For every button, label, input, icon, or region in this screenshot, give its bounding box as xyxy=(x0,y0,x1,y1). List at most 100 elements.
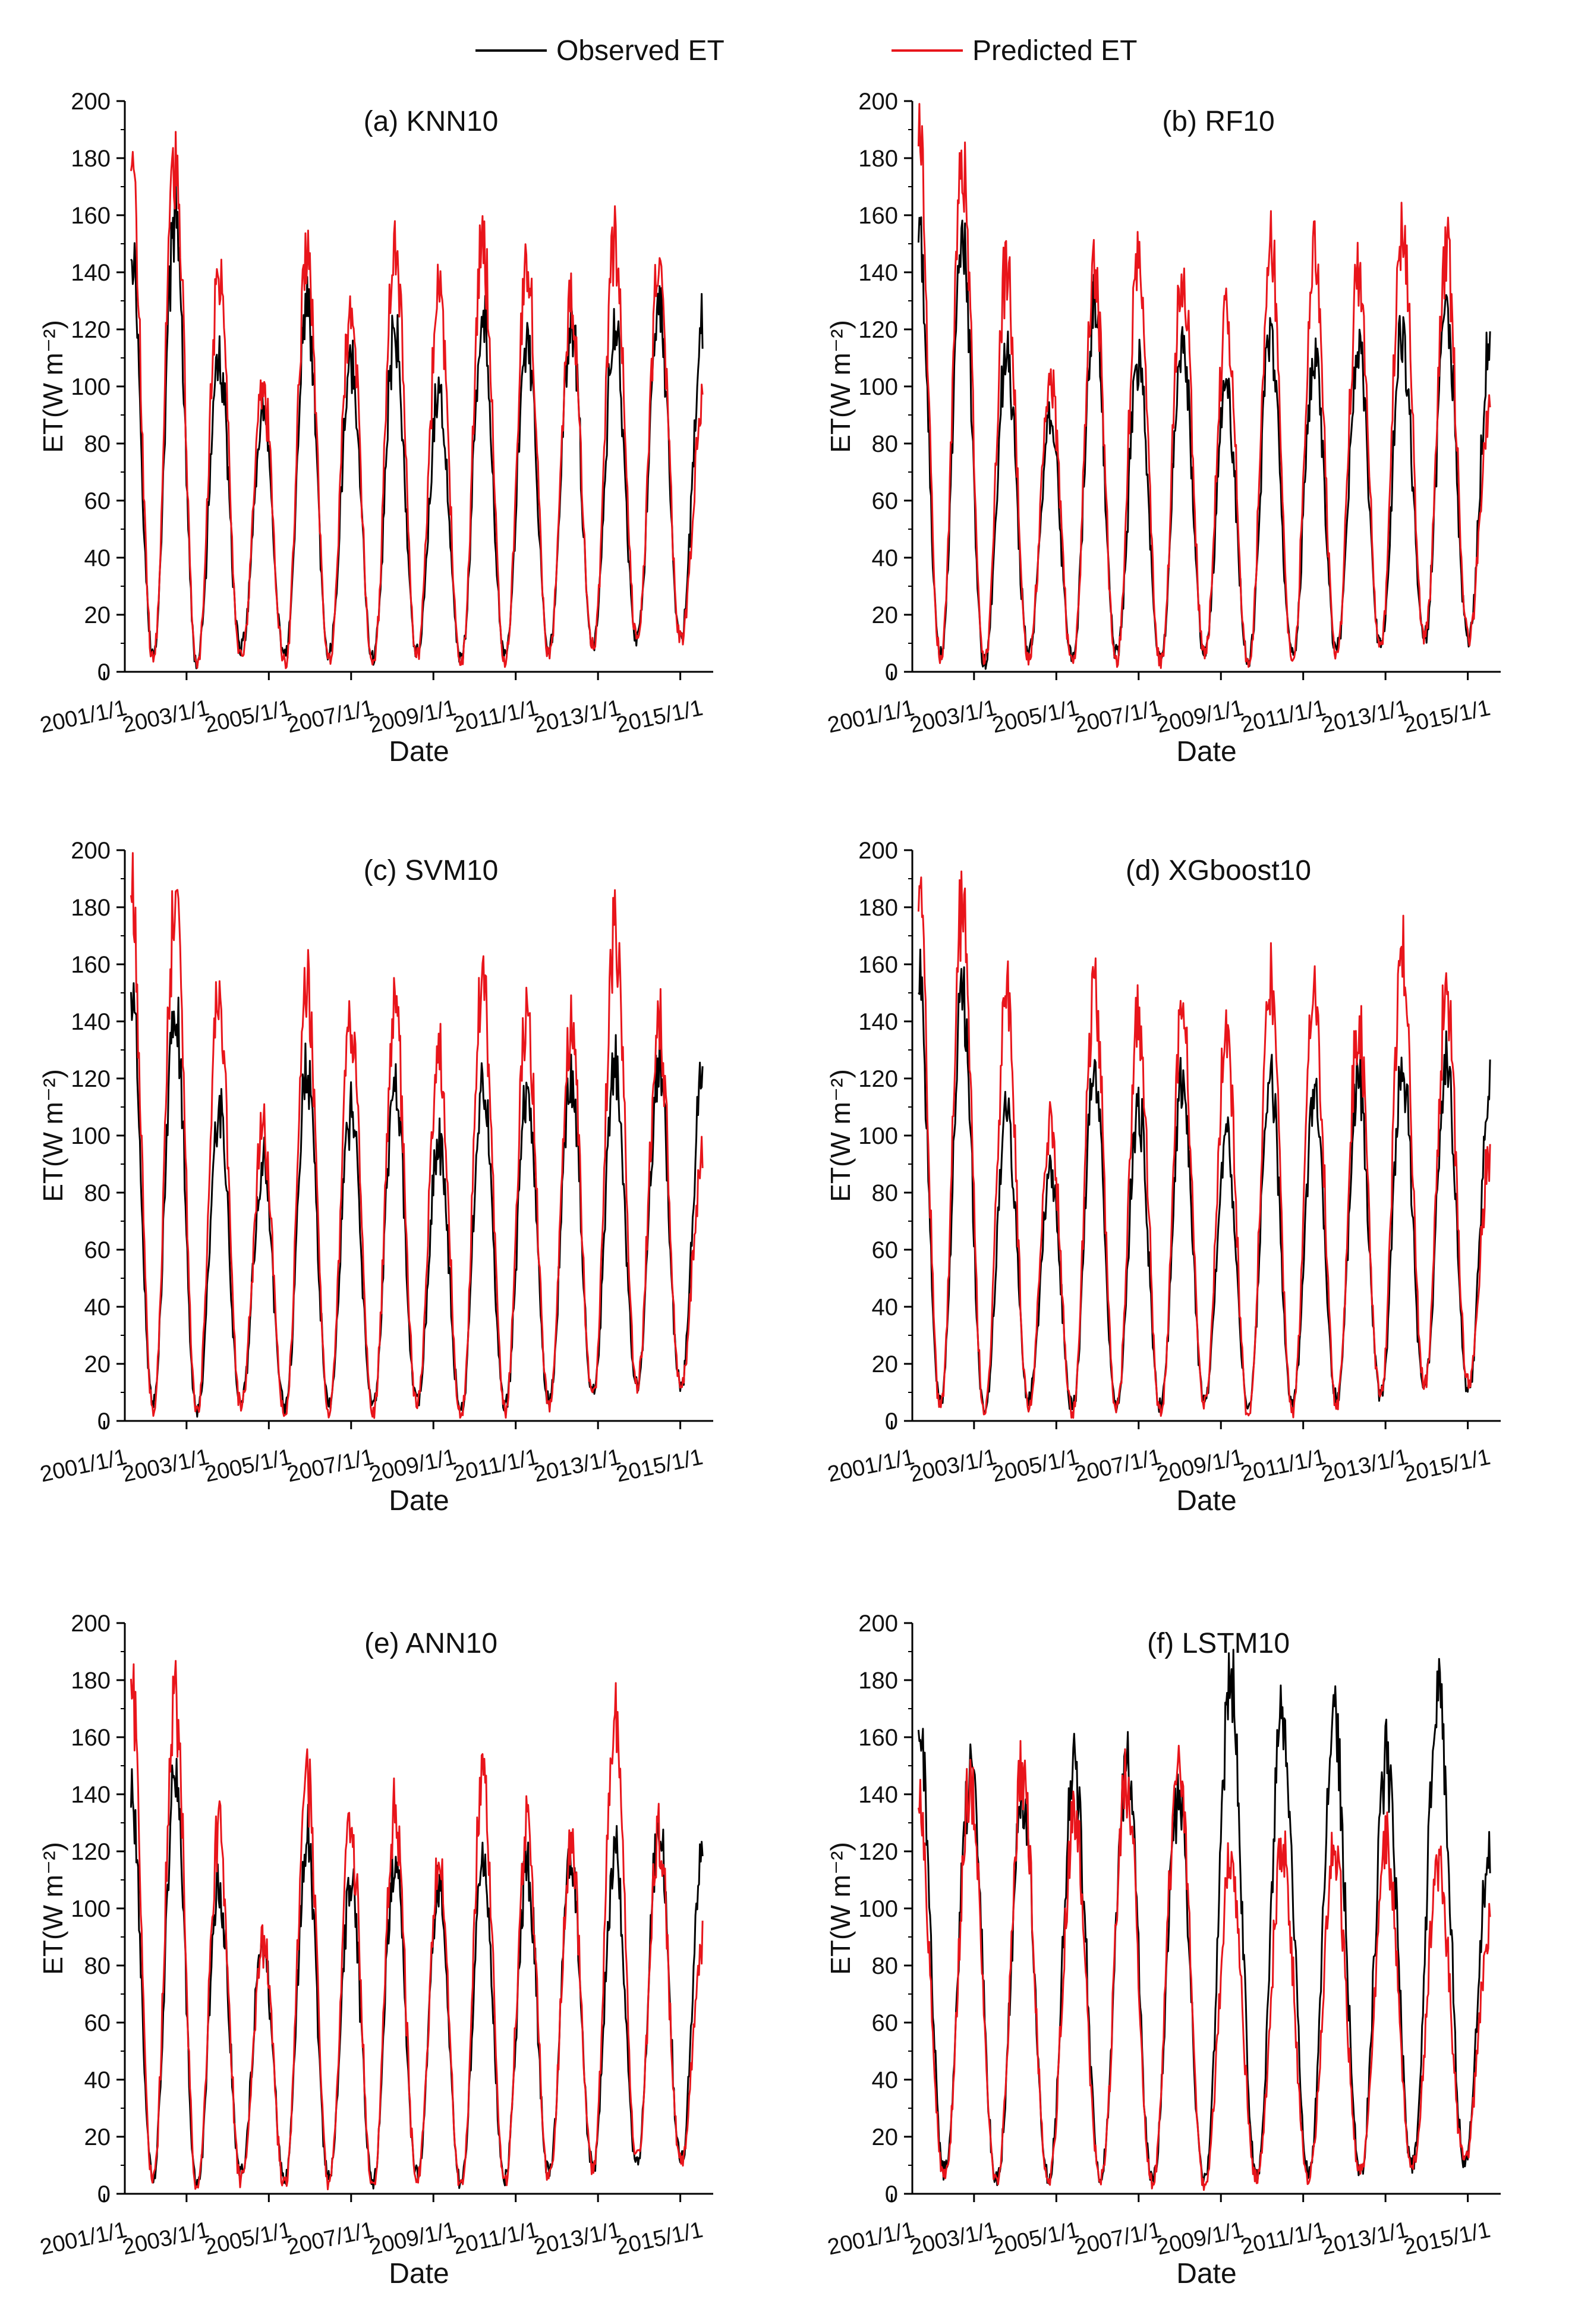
x-tick-label: 2005/1/1 xyxy=(203,696,294,738)
x-tick-label: 2007/1/1 xyxy=(285,2218,376,2260)
y-tick-label: 80 xyxy=(84,1953,111,1979)
y-tick-label: 60 xyxy=(872,1237,899,1263)
y-tick-label: 60 xyxy=(84,2010,111,2036)
y-tick-label: 160 xyxy=(858,1725,898,1751)
x-tick-label: 2005/1/1 xyxy=(990,1445,1081,1488)
y-tick-label: 140 xyxy=(858,260,898,286)
legend: Observed ET Predicted ET xyxy=(0,0,1575,83)
y-tick-label: 80 xyxy=(872,431,899,457)
chart-panel-e: 0204060801001201401601802002001/1/12003/… xyxy=(0,1605,788,2307)
chart-svg: 0204060801001201401601802002001/1/12003/… xyxy=(825,838,1501,1517)
chart-panel-c: 0204060801001201401601802002001/1/12003/… xyxy=(0,832,788,1534)
chart-title: (b) RF10 xyxy=(1162,106,1274,137)
y-tick-label: 180 xyxy=(71,1668,111,1694)
chart-svg: 0204060801001201401601802002001/1/12003/… xyxy=(37,1611,713,2290)
chart-svg: 0204060801001201401601802002001/1/12003/… xyxy=(37,838,713,1517)
x-tick-label: 2003/1/1 xyxy=(908,696,998,738)
y-tick-label: 20 xyxy=(872,1351,899,1378)
x-tick-label: 2011/1/1 xyxy=(1239,696,1328,738)
y-tick-label: 160 xyxy=(858,203,898,229)
y-tick-label: 80 xyxy=(872,1180,899,1206)
y-tick-label: 120 xyxy=(858,317,898,343)
series-predicted-line xyxy=(917,1740,1491,2191)
y-axis-label: ET(W m⁻²) xyxy=(37,320,68,453)
x-tick-label: 2011/1/1 xyxy=(451,2218,541,2260)
chart-panel-a: 0204060801001201401601802002001/1/12003/… xyxy=(0,83,788,785)
y-tick-label: 100 xyxy=(71,374,111,400)
y-axis-label: ET(W m⁻²) xyxy=(37,1842,68,1975)
y-tick-label: 40 xyxy=(84,1294,111,1320)
legend-observed-line xyxy=(475,49,547,52)
x-tick-label: 2015/1/1 xyxy=(1401,696,1492,738)
x-tick-label: 2011/1/1 xyxy=(451,696,541,738)
y-tick-label: 60 xyxy=(84,488,111,514)
chart-svg: 0204060801001201401601802002001/1/12003/… xyxy=(37,89,713,768)
y-tick-label: 120 xyxy=(71,1839,111,1865)
y-axis-label: ET(W m⁻²) xyxy=(825,1842,856,1975)
y-tick-label: 100 xyxy=(858,1896,898,1922)
x-tick-label: 2009/1/1 xyxy=(1155,1445,1246,1488)
y-tick-label: 20 xyxy=(872,602,899,628)
y-tick-label: 40 xyxy=(872,545,899,571)
x-tick-label: 2003/1/1 xyxy=(120,2218,211,2260)
x-axis-label: Date xyxy=(389,1485,449,1517)
chart-title: (e) ANN10 xyxy=(364,1628,497,1659)
series-predicted-line xyxy=(917,870,1491,1419)
x-tick-label: 2015/1/1 xyxy=(614,1445,705,1488)
y-axis-label: ET(W m⁻²) xyxy=(825,1069,856,1202)
chart-panel-f: 0204060801001201401601802002001/1/12003/… xyxy=(788,1605,1575,2307)
series-observed-line xyxy=(130,982,704,1418)
y-tick-label: 140 xyxy=(71,1009,111,1035)
y-tick-label: 200 xyxy=(858,89,898,115)
chart-title: (d) XGboost10 xyxy=(1126,855,1311,886)
y-tick-label: 80 xyxy=(84,1180,111,1206)
x-tick-label: 2015/1/1 xyxy=(1401,2218,1492,2260)
x-tick-label: 2001/1/1 xyxy=(826,2218,916,2260)
y-tick-label: 80 xyxy=(872,1953,899,1979)
x-tick-label: 2003/1/1 xyxy=(908,2218,998,2260)
chart-title: (f) LSTM10 xyxy=(1147,1628,1290,1659)
y-tick-label: 20 xyxy=(84,602,111,628)
x-axis-label: Date xyxy=(1176,2258,1236,2290)
y-tick-label: 60 xyxy=(84,1237,111,1263)
y-tick-label: 200 xyxy=(71,89,111,115)
x-tick-label: 2011/1/1 xyxy=(1239,2218,1328,2260)
x-tick-label: 2009/1/1 xyxy=(367,2218,458,2260)
y-tick-label: 120 xyxy=(71,1066,111,1092)
y-tick-label: 60 xyxy=(872,2010,899,2036)
y-tick-label: 20 xyxy=(872,2124,899,2150)
x-tick-label: 2003/1/1 xyxy=(908,1445,998,1488)
x-tick-label: 2009/1/1 xyxy=(367,1445,458,1488)
x-tick-label: 2003/1/1 xyxy=(120,696,211,738)
x-tick-label: 2005/1/1 xyxy=(990,2218,1081,2260)
x-tick-label: 2009/1/1 xyxy=(367,696,458,738)
x-axis-label: Date xyxy=(389,2258,449,2290)
y-tick-label: 140 xyxy=(71,260,111,286)
y-tick-label: 200 xyxy=(71,1611,111,1637)
x-tick-label: 2001/1/1 xyxy=(826,696,916,738)
y-tick-label: 100 xyxy=(858,1123,898,1149)
y-tick-label: 60 xyxy=(872,488,899,514)
y-tick-label: 180 xyxy=(858,146,898,172)
x-tick-label: 2007/1/1 xyxy=(285,696,376,738)
y-tick-label: 40 xyxy=(84,545,111,571)
y-tick-label: 120 xyxy=(858,1839,898,1865)
y-tick-label: 180 xyxy=(71,146,111,172)
x-tick-label: 2005/1/1 xyxy=(203,2218,294,2260)
y-axis-label: ET(W m⁻²) xyxy=(825,320,856,453)
y-tick-label: 120 xyxy=(71,317,111,343)
x-tick-label: 2013/1/1 xyxy=(1319,2218,1410,2260)
x-tick-label: 2015/1/1 xyxy=(1401,1445,1492,1488)
y-tick-label: 200 xyxy=(858,1611,898,1637)
x-tick-label: 2013/1/1 xyxy=(532,696,623,738)
y-tick-label: 180 xyxy=(71,895,111,921)
y-tick-label: 100 xyxy=(71,1123,111,1149)
x-tick-label: 2001/1/1 xyxy=(38,1445,129,1488)
chart-title: (c) SVM10 xyxy=(364,855,499,886)
x-tick-label: 2013/1/1 xyxy=(532,1445,623,1488)
y-tick-label: 40 xyxy=(84,2067,111,2093)
x-tick-label: 2005/1/1 xyxy=(203,1445,294,1488)
legend-predicted-label: Predicted ET xyxy=(972,34,1138,67)
chart-svg: 0204060801001201401601802002001/1/12003/… xyxy=(825,1611,1501,2290)
y-tick-label: 180 xyxy=(858,895,898,921)
